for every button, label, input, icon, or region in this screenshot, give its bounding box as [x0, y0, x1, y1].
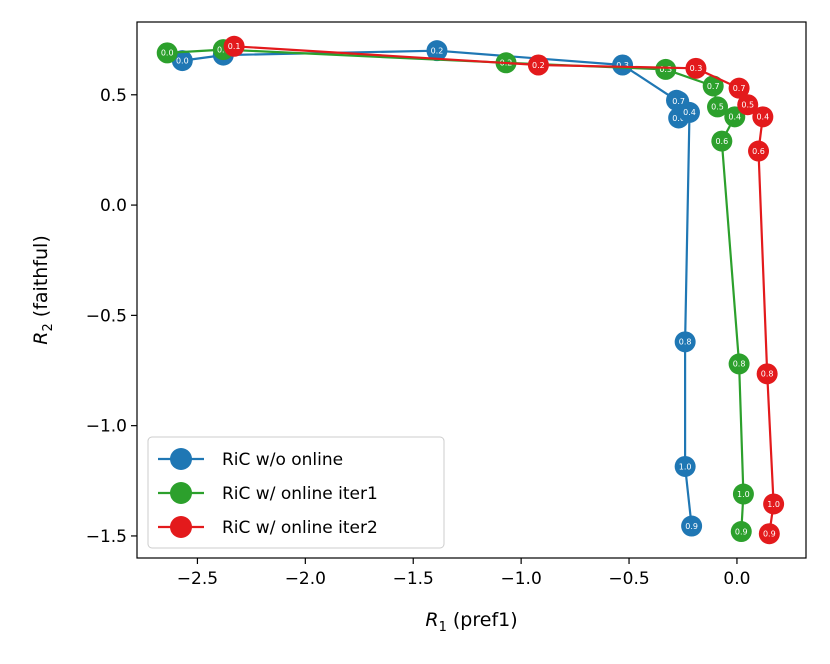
- data-point: [737, 94, 759, 116]
- legend: RiC w/o online RiC w/ online iter1 RiC w/ …: [147, 436, 445, 549]
- x-tick-label: −2.5: [177, 569, 218, 589]
- x-tick-label: −1.5: [393, 569, 434, 589]
- legend-box: [147, 436, 445, 549]
- y-tick-label: 0.0: [100, 196, 127, 216]
- x-tick-label: 0.0: [723, 569, 750, 589]
- data-point-label: 0.9: [735, 527, 748, 536]
- legend-label: RiC w/o online: [222, 450, 343, 470]
- data-point-label: 0.8: [679, 338, 692, 347]
- legend-marker: [170, 482, 192, 504]
- data-point-label: 0.9: [763, 530, 776, 539]
- data-point-label: 0.0: [161, 49, 174, 58]
- data-point: [685, 57, 707, 79]
- x-tick-label: −2.0: [285, 569, 326, 589]
- data-point: [223, 35, 245, 57]
- data-point-label: 0.9: [685, 522, 698, 531]
- data-point-label: 0.4: [756, 113, 769, 122]
- data-point-label: 1.0: [767, 500, 780, 509]
- data-point: [655, 58, 677, 80]
- data-point: [527, 54, 549, 76]
- legend-label: RiC w/ online iter1: [222, 484, 378, 504]
- data-point-label: 0.1: [228, 42, 241, 51]
- y-tick-label: 0.5: [100, 86, 127, 106]
- y-tick-label: −0.5: [86, 306, 127, 326]
- data-point: [612, 54, 634, 76]
- plot-area: 0.00.10.20.30.50.70.60.40.81.00.90.00.10…: [156, 35, 785, 545]
- data-point: [730, 521, 752, 543]
- data-point-label: 0.3: [659, 65, 672, 74]
- data-point-label: 0.3: [616, 61, 629, 70]
- y-axis-label: R2 (faithful): [30, 235, 56, 344]
- data-point: [728, 353, 750, 375]
- data-point-label: 0.3: [690, 64, 703, 73]
- data-point: [728, 77, 750, 99]
- data-point: [681, 515, 703, 537]
- x-tick-label: −1.0: [500, 569, 541, 589]
- data-point: [748, 140, 770, 162]
- x-axis-label: R1 (pref1): [425, 609, 517, 635]
- data-point: [707, 96, 729, 118]
- data-point-label: 0.5: [741, 101, 754, 110]
- data-point: [711, 130, 733, 152]
- data-point: [674, 331, 696, 353]
- plot-frame: [136, 21, 807, 559]
- data-point: [156, 42, 178, 64]
- data-point: [756, 363, 778, 385]
- data-point-label: 0.7: [672, 97, 685, 106]
- data-point: [702, 75, 724, 97]
- data-point-label: 0.7: [733, 84, 746, 93]
- data-point: [426, 40, 448, 62]
- data-point-label: 0.8: [761, 370, 774, 379]
- data-point: [674, 455, 696, 477]
- data-point-label: 1.0: [737, 490, 750, 499]
- data-point: [752, 106, 774, 128]
- series-3: 0.10.2 0.30.70.50.40.60.81.00.9: [223, 35, 785, 545]
- legend-item: RiC w/ online iter1: [158, 482, 378, 504]
- legend-item: RiC w/o online: [158, 448, 343, 470]
- data-point: [732, 483, 754, 505]
- data-point-label: 0.1: [217, 45, 230, 54]
- x-tick-label: −0.5: [608, 569, 649, 589]
- legend-label: RiC w/ online iter2: [222, 518, 378, 538]
- series-2: 0.0 0.10.20.30.70.50.40.60.81.00.9: [156, 39, 754, 543]
- legend-marker: [170, 448, 192, 470]
- data-point-label: 0.2: [532, 61, 545, 70]
- series-1: 0.00.10.20.30.50.70.60.40.81.00.9: [171, 40, 703, 537]
- data-point-label: 0.5: [711, 103, 724, 112]
- data-point: [678, 101, 700, 123]
- data-point-label: 0.6: [672, 114, 685, 123]
- data-point: [758, 523, 780, 545]
- data-point-label: 0.2: [431, 46, 444, 55]
- legend-item: RiC w/ online iter2: [158, 516, 378, 538]
- data-point: [763, 493, 785, 515]
- data-point-label: 0.6: [752, 147, 765, 156]
- data-point-label: 0.0: [176, 56, 189, 65]
- data-point-label: 0.7: [707, 82, 720, 91]
- data-point-label: 0.6: [715, 137, 728, 146]
- data-point-label: 0.4: [728, 113, 741, 122]
- y-tick-label: −1.0: [86, 417, 127, 437]
- data-point-label: 1.0: [679, 462, 692, 471]
- y-tick-label: −1.5: [86, 527, 127, 547]
- axes: −2.5 −2.0 −1.5 −1.0 −0.5 0.0 0.5 0.0 −0.5 −1.0 −1.…: [86, 21, 807, 589]
- legend-marker: [170, 516, 192, 538]
- data-point-label: 0.4: [683, 108, 696, 117]
- x-axis-label-text: R1 (pref1): [425, 609, 517, 635]
- plot-contents: 0.00.10.20.30.50.70.60.40.81.00.90.00.10…: [156, 35, 785, 545]
- data-point-label: 0.8: [733, 360, 746, 369]
- y-axis-label-text: R2 (faithful): [30, 235, 56, 344]
